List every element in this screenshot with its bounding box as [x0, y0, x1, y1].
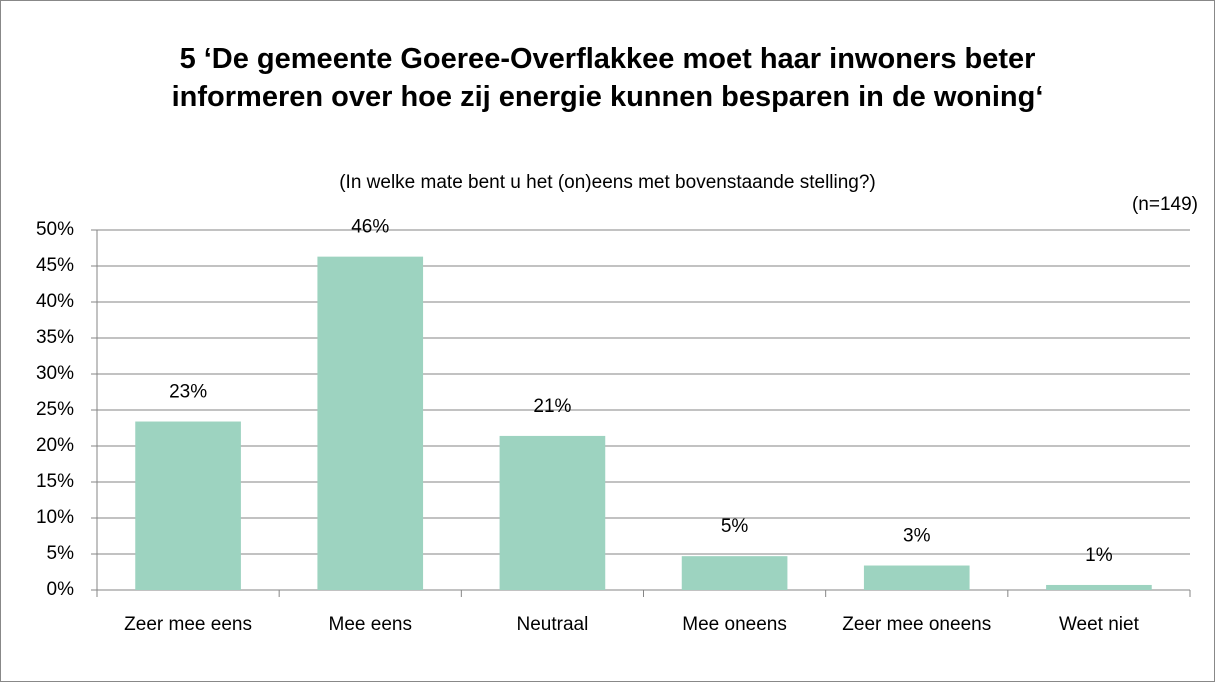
bar	[499, 435, 606, 590]
x-tick-label: Mee eens	[328, 614, 412, 635]
data-label: 21%	[533, 396, 571, 417]
x-tick-label: Neutraal	[516, 614, 589, 635]
data-label: 23%	[169, 382, 207, 403]
y-tick-label: 35%	[36, 327, 74, 348]
bar	[863, 565, 970, 590]
y-tick-label: 45%	[36, 255, 74, 276]
x-tick-label: Zeer mee eens	[124, 614, 252, 635]
data-label: 5%	[721, 516, 749, 537]
y-tick-label: 15%	[36, 471, 74, 492]
data-label: 1%	[1085, 545, 1113, 566]
data-label: 3%	[903, 526, 931, 547]
chart-title: 5 ‘De gemeente Goeree-Overflakkee moet h…	[171, 43, 1044, 113]
x-tick-label: Zeer mee oneens	[842, 614, 992, 635]
y-tick-label: 40%	[36, 291, 74, 312]
data-label: 46%	[351, 217, 389, 238]
chart-subtitle: (In welke mate bent u het (on)eens met b…	[339, 172, 876, 193]
y-tick-label: 20%	[36, 435, 74, 456]
sample-size: (n=149)	[1131, 194, 1198, 215]
y-tick-label: 5%	[47, 543, 75, 564]
x-tick-label: Mee oneens	[682, 614, 787, 635]
x-tick-label: Weet niet	[1058, 614, 1139, 635]
bar	[1046, 584, 1152, 590]
bar	[681, 556, 788, 590]
y-tick-label: 30%	[36, 363, 74, 384]
y-tick-label: 50%	[36, 219, 74, 240]
bar	[135, 421, 241, 590]
bar	[317, 256, 424, 590]
y-tick-label: 0%	[47, 579, 75, 600]
y-tick-label: 10%	[36, 507, 74, 528]
y-tick-label: 25%	[36, 399, 74, 420]
